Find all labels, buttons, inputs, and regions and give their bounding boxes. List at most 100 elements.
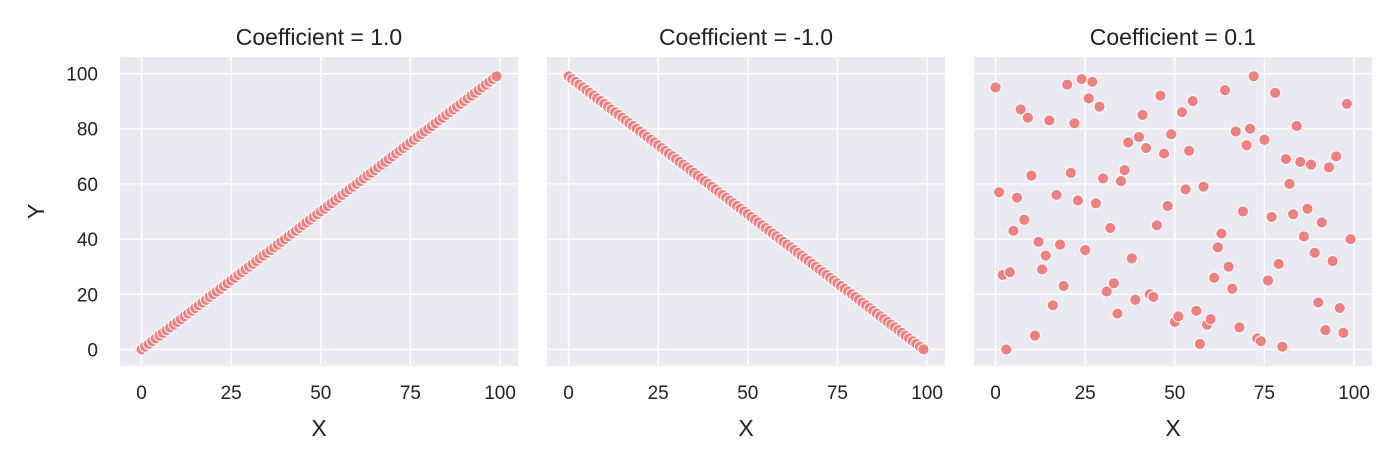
data-point <box>1039 249 1052 262</box>
panel-1: 0 25 50 75 100 0 20 40 60 80 100 Coefficient = 1.0 X… <box>23 24 518 441</box>
data-point <box>989 81 1002 94</box>
data-point <box>1147 290 1160 304</box>
data-point <box>1333 301 1346 315</box>
data-point <box>1236 205 1250 218</box>
data-point <box>1330 150 1343 163</box>
data-point <box>1114 175 1128 188</box>
data-point <box>1061 78 1074 91</box>
data-point <box>1218 84 1232 97</box>
data-point <box>1064 166 1077 179</box>
x-tick-label: 50 <box>737 383 758 404</box>
data-point <box>1132 130 1146 144</box>
x-tick-label: 75 <box>400 383 421 404</box>
data-point <box>1261 274 1275 287</box>
data-point <box>1175 106 1189 119</box>
data-point <box>1068 117 1081 130</box>
data-point <box>1276 340 1289 353</box>
x-tick-label: 100 <box>484 383 516 404</box>
data-point <box>1010 191 1024 204</box>
data-point <box>1096 172 1110 185</box>
data-point <box>1326 255 1339 268</box>
data-point <box>1071 194 1085 207</box>
data-point <box>1226 282 1239 295</box>
data-point <box>1161 199 1174 213</box>
data-point <box>1075 72 1088 86</box>
data-point <box>1100 285 1113 298</box>
data-point <box>1337 326 1350 339</box>
data-point <box>1340 97 1354 111</box>
data-point <box>1304 158 1318 171</box>
data-point <box>1089 197 1103 210</box>
data-point <box>1283 177 1296 191</box>
data-point <box>1290 119 1303 133</box>
y-tick-label: 60 <box>77 175 98 196</box>
data-point <box>1208 271 1221 284</box>
data-point <box>1269 86 1282 99</box>
y-axis-label: Y <box>23 204 49 219</box>
data-point <box>1172 310 1185 323</box>
data-point <box>1021 111 1034 124</box>
data-point <box>1197 180 1210 193</box>
panel-title: Coefficient = -1.0 <box>659 24 833 50</box>
data-point <box>1032 235 1045 248</box>
data-point <box>490 70 503 83</box>
data-point <box>1150 219 1163 232</box>
data-point <box>1272 257 1285 271</box>
data-point <box>1129 293 1142 306</box>
data-point <box>1122 136 1135 149</box>
data-point <box>1211 241 1224 254</box>
x-tick-label: 0 <box>136 383 147 404</box>
data-point <box>1179 183 1192 196</box>
data-point <box>1043 114 1056 127</box>
data-point <box>1000 343 1013 356</box>
data-point <box>1018 213 1031 226</box>
data-point <box>1125 252 1138 265</box>
data-point <box>917 343 930 356</box>
x-tick-label: 50 <box>310 383 331 404</box>
data-point <box>1140 141 1153 155</box>
x-tick-label: 75 <box>827 383 848 404</box>
data-point <box>1247 70 1260 83</box>
data-point <box>1082 92 1095 105</box>
x-tick-label: 25 <box>1075 383 1096 404</box>
data-point <box>1308 246 1321 259</box>
data-point <box>1057 279 1070 293</box>
x-axis-label: X <box>311 415 326 441</box>
data-point <box>1050 188 1063 202</box>
data-point <box>1086 75 1099 88</box>
y-tick-label: 20 <box>77 285 98 306</box>
data-point <box>1003 266 1016 279</box>
data-point <box>1258 133 1271 146</box>
data-point <box>1136 108 1149 122</box>
x-tick-label: 50 <box>1164 383 1185 404</box>
data-point <box>1028 329 1042 342</box>
data-point <box>1053 238 1067 251</box>
data-point <box>1222 260 1235 273</box>
x-tick-label: 100 <box>1338 383 1370 404</box>
y-tick-label: 40 <box>77 230 98 251</box>
y-tick-label: 80 <box>77 120 98 141</box>
data-point <box>1183 144 1196 157</box>
x-tick-label: 100 <box>911 383 943 404</box>
data-point <box>1229 125 1242 138</box>
y-tick-label: 100 <box>66 65 98 86</box>
data-point <box>1344 232 1357 246</box>
x-tick-label: 75 <box>1254 383 1275 404</box>
data-point <box>1279 152 1293 166</box>
data-point <box>1107 277 1120 290</box>
data-point <box>1157 147 1171 160</box>
panel-title: Coefficient = 0.1 <box>1090 24 1256 50</box>
x-tick-label: 0 <box>563 383 574 404</box>
data-point <box>1165 128 1178 141</box>
data-point <box>1319 324 1332 337</box>
data-point <box>1193 337 1206 351</box>
data-point <box>1036 263 1049 276</box>
data-point <box>1186 95 1199 108</box>
data-point <box>992 186 1006 199</box>
data-point <box>1204 312 1217 326</box>
data-point <box>1007 224 1020 237</box>
x-axis-label: X <box>738 415 753 441</box>
data-point <box>1014 103 1027 116</box>
data-point <box>1104 221 1117 235</box>
data-point <box>1243 122 1257 135</box>
